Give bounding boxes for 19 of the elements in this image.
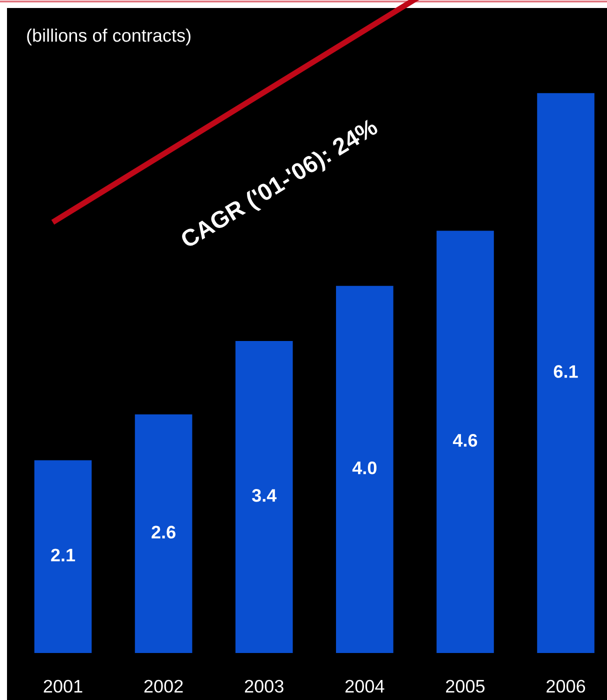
- x-tick-label: 2005: [446, 680, 485, 693]
- data-label: 6.1: [554, 365, 578, 378]
- bar: [436, 230, 494, 653]
- x-tick-label: 2002: [144, 680, 183, 693]
- data-label: 2.6: [152, 526, 176, 539]
- y-axis-title: (billions of contracts): [27, 28, 190, 46]
- bar: [336, 286, 394, 653]
- data-label: 2.1: [51, 548, 76, 562]
- bar: [537, 93, 594, 653]
- x-tick-label: 2006: [546, 680, 586, 693]
- x-tick-label: 2001: [44, 680, 82, 693]
- bar: [134, 414, 192, 653]
- bar: [235, 340, 293, 653]
- x-tick-label: 2003: [244, 680, 284, 693]
- data-label: 4.0: [352, 462, 376, 474]
- x-tick-label: 2004: [345, 680, 384, 693]
- data-label: 4.6: [452, 434, 478, 447]
- bar: [34, 460, 92, 653]
- data-label: 3.4: [252, 489, 277, 502]
